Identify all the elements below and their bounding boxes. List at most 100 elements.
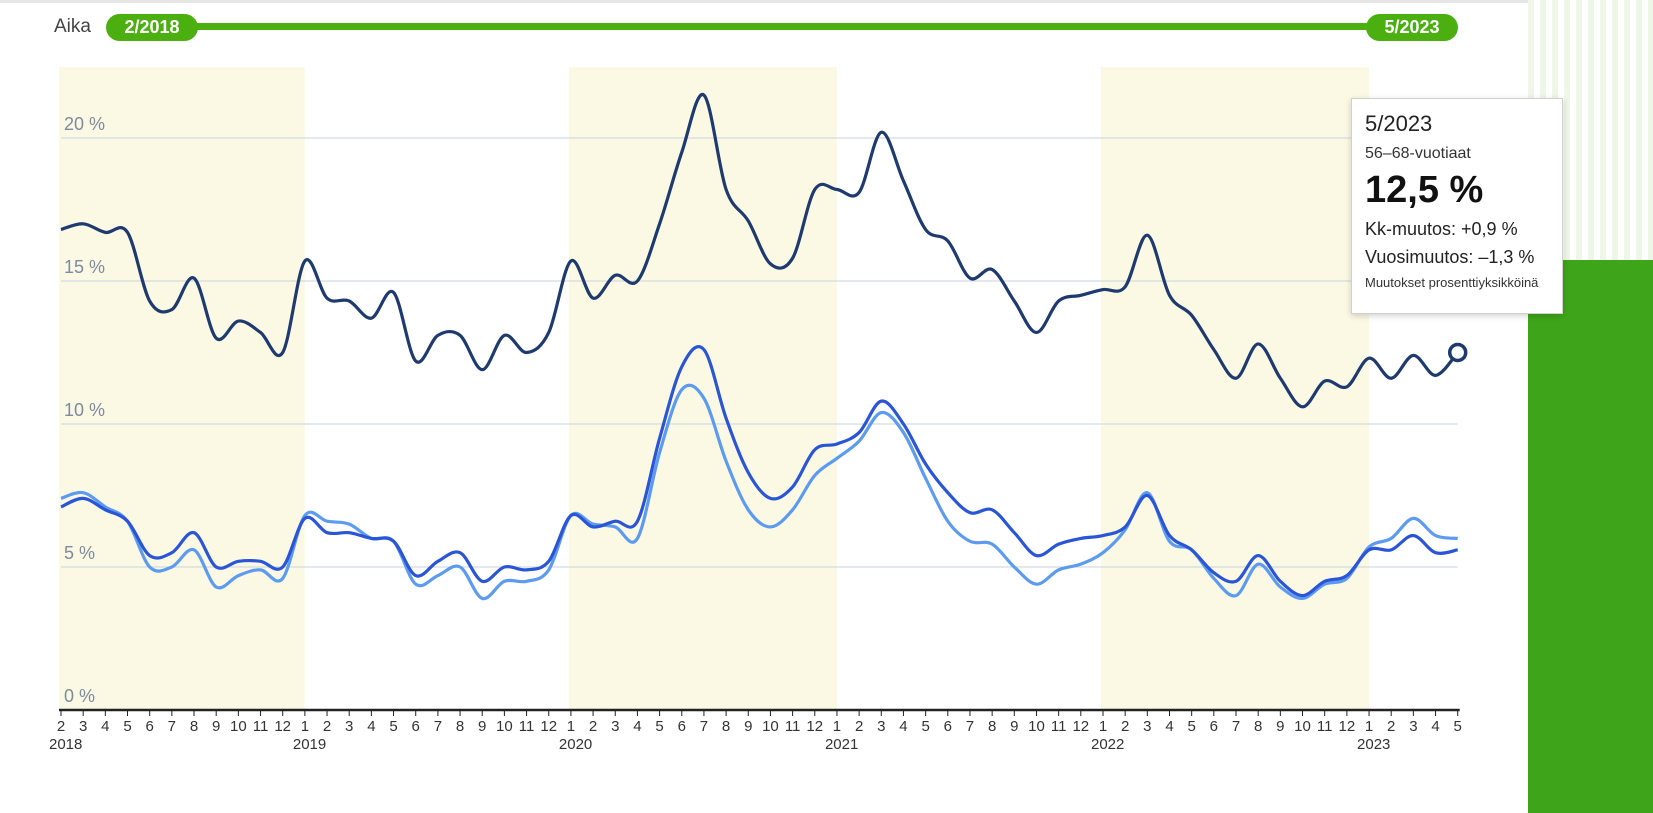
x-tick-label: 4 bbox=[899, 718, 907, 735]
x-tick-label: 1 bbox=[1099, 718, 1107, 735]
x-tick-label: 5 bbox=[123, 718, 131, 735]
x-tick-label: 10 bbox=[230, 718, 247, 735]
x-tick-label: 9 bbox=[478, 718, 486, 735]
tooltip-group: 56–68-vuotiaat bbox=[1365, 145, 1471, 162]
y-tick-label: 10 % bbox=[64, 400, 105, 420]
x-tick-label: 6 bbox=[944, 718, 952, 735]
x-tick-label: 3 bbox=[877, 718, 885, 735]
x-tick-label: 11 bbox=[1051, 718, 1067, 735]
year-label: 2019 bbox=[293, 736, 326, 753]
x-tick-label: 6 bbox=[412, 718, 420, 735]
x-tick-label: 9 bbox=[744, 718, 752, 735]
time-range-slider-track[interactable] bbox=[110, 23, 1450, 30]
time-range-start-handle[interactable]: 2/2018 bbox=[106, 14, 198, 41]
x-tick-label: 4 bbox=[101, 718, 109, 735]
tooltip-monthly-change: Kk-muutos: +0,9 % bbox=[1365, 219, 1518, 239]
x-tick-label: 1 bbox=[301, 718, 309, 735]
tooltip-yearly-change: Vuosimuutos: –1,3 % bbox=[1365, 247, 1535, 267]
x-tick-label: 1 bbox=[1365, 718, 1373, 735]
tooltip-note: Muutokset prosenttiyksikköinä bbox=[1365, 275, 1539, 290]
x-tick-label: 11 bbox=[785, 718, 801, 735]
x-tick-label: 2 bbox=[323, 718, 331, 735]
x-tick-label: 7 bbox=[1232, 718, 1240, 735]
x-tick-label: 10 bbox=[762, 718, 779, 735]
x-tick-label: 7 bbox=[168, 718, 176, 735]
x-tick-label: 1 bbox=[567, 718, 575, 735]
x-tick-label: 2 bbox=[855, 718, 863, 735]
x-tick-label: 7 bbox=[966, 718, 974, 735]
x-tick-label: 7 bbox=[434, 718, 442, 735]
x-tick-label: 4 bbox=[1431, 718, 1439, 735]
year-bands bbox=[59, 67, 1370, 710]
x-tick-label: 10 bbox=[1028, 718, 1045, 735]
year-label: 2021 bbox=[825, 736, 858, 753]
x-tick-label: 2 bbox=[1121, 718, 1129, 735]
highlight-marker bbox=[1447, 342, 1468, 363]
data-tooltip: 5/2023 56–68-vuotiaat 12,5 % Kk-muutos: … bbox=[1351, 98, 1563, 314]
x-tick-label: 6 bbox=[1210, 718, 1218, 735]
x-tick-label: 4 bbox=[367, 718, 375, 735]
x-tick-label: 4 bbox=[1165, 718, 1173, 735]
y-tick-label: 5 % bbox=[64, 543, 95, 563]
year-label: 2023 bbox=[1357, 736, 1390, 753]
x-tick-label: 3 bbox=[79, 718, 87, 735]
tooltip-date: 5/2023 bbox=[1365, 111, 1433, 136]
x-tick-label: 12 bbox=[806, 718, 823, 735]
x-tick-label: 9 bbox=[212, 718, 220, 735]
x-tick-label: 8 bbox=[988, 718, 996, 735]
gridlines: 0 % 5 % 10 % 15 % 20 % bbox=[61, 114, 1458, 706]
x-tick-label: 10 bbox=[496, 718, 513, 735]
series-line-0 bbox=[60, 93, 1459, 409]
x-tick-label: 3 bbox=[1409, 718, 1417, 735]
x-tick-label: 9 bbox=[1010, 718, 1018, 735]
year-label: 2018 bbox=[49, 736, 82, 753]
x-tick-label: 8 bbox=[1254, 718, 1262, 735]
x-tick-label: 12 bbox=[1072, 718, 1089, 735]
x-tick-label: 1 bbox=[833, 718, 841, 735]
x-tick-label: 10 bbox=[1294, 718, 1311, 735]
time-range-end-handle[interactable]: 5/2023 bbox=[1366, 14, 1458, 41]
series-line-1 bbox=[60, 345, 1459, 598]
x-tick-label: 5 bbox=[655, 718, 663, 735]
x-tick-label: 6 bbox=[146, 718, 154, 735]
x-tick-label: 5 bbox=[921, 718, 929, 735]
year-band-0 bbox=[59, 67, 305, 710]
x-tick-label: 11 bbox=[519, 718, 535, 735]
y-tick-label: 0 % bbox=[64, 686, 95, 706]
x-tick-label: 5 bbox=[1454, 718, 1462, 735]
x-tick-label: 3 bbox=[345, 718, 353, 735]
x-tick-label: 8 bbox=[190, 718, 198, 735]
x-tick-label: 12 bbox=[540, 718, 557, 735]
year-band-1 bbox=[568, 67, 837, 710]
x-tick-label: 3 bbox=[611, 718, 619, 735]
x-tick-label: 11 bbox=[253, 718, 269, 735]
x-tick-label: 12 bbox=[274, 718, 291, 735]
year-label: 2022 bbox=[1091, 736, 1124, 753]
year-label: 2020 bbox=[559, 736, 592, 753]
x-tick-label: 2 bbox=[57, 718, 65, 735]
y-tick-label: 15 % bbox=[64, 257, 105, 277]
x-tick-label: 12 bbox=[1339, 718, 1356, 735]
x-tick-label: 5 bbox=[389, 718, 397, 735]
series-lines bbox=[60, 93, 1459, 601]
x-tick-label: 7 bbox=[700, 718, 708, 735]
time-filter-label: Aika bbox=[54, 16, 91, 37]
x-tick-label: 8 bbox=[456, 718, 464, 735]
x-tick-label: 11 bbox=[1317, 718, 1333, 735]
top-rule bbox=[0, 0, 1653, 3]
x-axis: 2 3 4 5 6 7 8 9 10 11 12 1 2 3 4 5 6 7 8 9 10 11 12 1 2 3 4 5 6 7 8 9 10… bbox=[49, 708, 1462, 753]
x-tick-label: 9 bbox=[1276, 718, 1284, 735]
year-band-2 bbox=[1100, 67, 1370, 710]
highlight-point[interactable] bbox=[1447, 342, 1468, 363]
x-tick-label: 3 bbox=[1143, 718, 1151, 735]
x-tick-label: 5 bbox=[1187, 718, 1195, 735]
x-tick-label: 8 bbox=[722, 718, 730, 735]
tooltip-value: 12,5 % bbox=[1365, 169, 1484, 211]
x-tick-label: 2 bbox=[1387, 718, 1395, 735]
side-decoration-green bbox=[1528, 260, 1653, 813]
y-tick-label: 20 % bbox=[64, 114, 105, 134]
x-tick-label: 2 bbox=[589, 718, 597, 735]
x-tick-label: 6 bbox=[678, 718, 686, 735]
x-tick-label: 4 bbox=[633, 718, 641, 735]
